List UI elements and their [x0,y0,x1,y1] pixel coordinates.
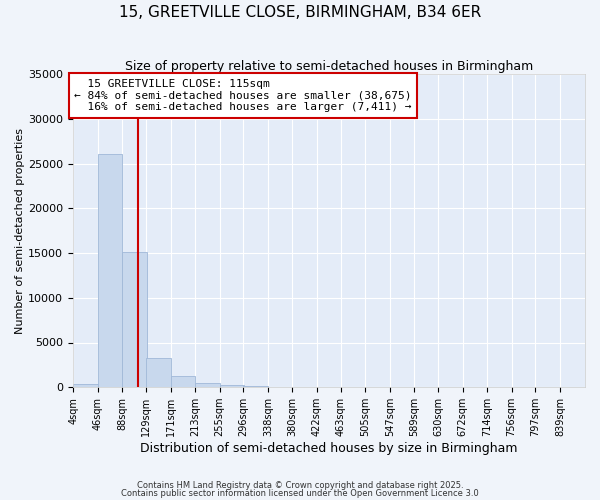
Bar [98,154,122,387]
Bar [122,252,146,387]
Text: Contains HM Land Registry data © Crown copyright and database right 2025.: Contains HM Land Registry data © Crown c… [137,480,463,490]
Bar [244,386,268,387]
Text: 15, GREETVILLE CLOSE, BIRMINGHAM, B34 6ER: 15, GREETVILLE CLOSE, BIRMINGHAM, B34 6E… [119,5,481,20]
Bar [170,376,195,387]
Bar [73,384,98,387]
Text: Contains public sector information licensed under the Open Government Licence 3.: Contains public sector information licen… [121,490,479,498]
Y-axis label: Number of semi-detached properties: Number of semi-detached properties [15,128,25,334]
Title: Size of property relative to semi-detached houses in Birmingham: Size of property relative to semi-detach… [125,60,533,73]
Bar [146,358,170,387]
Text: 15 GREETVILLE CLOSE: 115sqm
← 84% of semi-detached houses are smaller (38,675)
 : 15 GREETVILLE CLOSE: 115sqm ← 84% of sem… [74,79,412,112]
Bar [220,384,244,387]
X-axis label: Distribution of semi-detached houses by size in Birmingham: Distribution of semi-detached houses by … [140,442,518,455]
Bar [195,383,220,387]
